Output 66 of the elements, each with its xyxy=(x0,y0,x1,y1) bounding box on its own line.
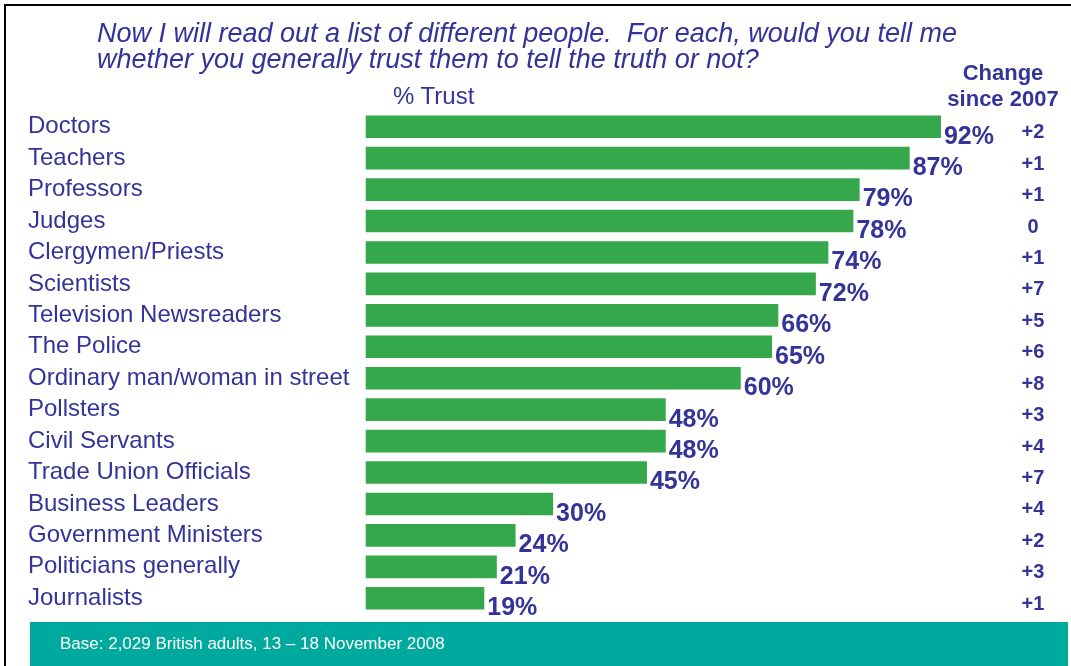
bar xyxy=(365,241,829,264)
data-label: 87% xyxy=(912,152,963,181)
bar xyxy=(365,429,666,453)
bar xyxy=(365,115,941,139)
y-tick-label: Clergymen/Priests xyxy=(28,237,225,265)
bar xyxy=(365,461,647,484)
data-label: 19% xyxy=(487,592,538,621)
data-label: 65% xyxy=(775,340,826,369)
data-label: 30% xyxy=(556,497,607,526)
data-label: 48% xyxy=(668,434,719,463)
text: 0 xyxy=(1027,214,1039,237)
y-tick-label: Scientists xyxy=(28,268,131,296)
text: +1 xyxy=(1021,183,1045,206)
text: +3 xyxy=(1021,560,1045,583)
y-tick-label: Trade Union Officials xyxy=(28,457,251,485)
bar xyxy=(365,272,816,296)
y-tick-label: The Police xyxy=(28,331,142,359)
text: +7 xyxy=(1021,466,1045,489)
y-tick-label: Doctors xyxy=(28,111,111,139)
data-label: 24% xyxy=(518,529,569,558)
text: +1 xyxy=(1021,591,1045,614)
text: +1 xyxy=(1021,245,1045,268)
bar xyxy=(365,492,554,516)
data-label: 66% xyxy=(781,309,832,338)
text: +4 xyxy=(1021,434,1046,457)
text: +1 xyxy=(1021,151,1045,174)
text: Base: 2,029 British adults, 13 – 18 November 2008 xyxy=(30,622,1068,666)
text: +2 xyxy=(1021,528,1045,551)
data-label: 92% xyxy=(943,120,994,149)
data-label: 74% xyxy=(831,246,882,275)
data-label: 72% xyxy=(818,277,869,306)
bar xyxy=(365,335,773,359)
data-label: 45% xyxy=(649,466,700,495)
bar xyxy=(365,366,741,390)
data-label: 21% xyxy=(499,560,550,589)
y-tick-label: Civil Servants xyxy=(28,425,175,453)
y-tick-label: Government Ministers xyxy=(28,520,263,548)
text: +5 xyxy=(1021,308,1045,331)
text: +7 xyxy=(1021,277,1045,300)
text: +8 xyxy=(1021,371,1045,394)
text: +2 xyxy=(1021,120,1045,143)
y-tick-label: Television Newsreaders xyxy=(28,299,282,327)
text: +4 xyxy=(1021,497,1046,520)
y-tick-label: Pollsters xyxy=(28,394,121,422)
bar xyxy=(365,524,516,547)
bar xyxy=(365,586,485,610)
bar xyxy=(365,178,860,201)
bar xyxy=(365,304,779,327)
y-tick-label: Professors xyxy=(28,174,143,202)
y-tick-label: Ordinary man/woman in street xyxy=(28,362,350,390)
bar xyxy=(365,398,666,421)
x-axis-title: % Trust xyxy=(393,82,475,110)
bar xyxy=(365,555,497,579)
y-tick-label: Teachers xyxy=(28,142,126,170)
data-label: 79% xyxy=(862,183,913,212)
y-tick-label: Journalists xyxy=(28,582,143,610)
bar xyxy=(365,209,854,233)
y-tick-label: Business Leaders xyxy=(28,488,219,516)
data-label: 78% xyxy=(856,214,907,243)
bar xyxy=(365,146,910,170)
text: +6 xyxy=(1021,340,1045,363)
text: +3 xyxy=(1021,403,1045,426)
data-label: 48% xyxy=(668,403,719,432)
data-label: 60% xyxy=(743,372,794,401)
y-tick-label: Judges xyxy=(28,205,106,233)
y-tick-label: Politicians generally xyxy=(28,551,241,579)
